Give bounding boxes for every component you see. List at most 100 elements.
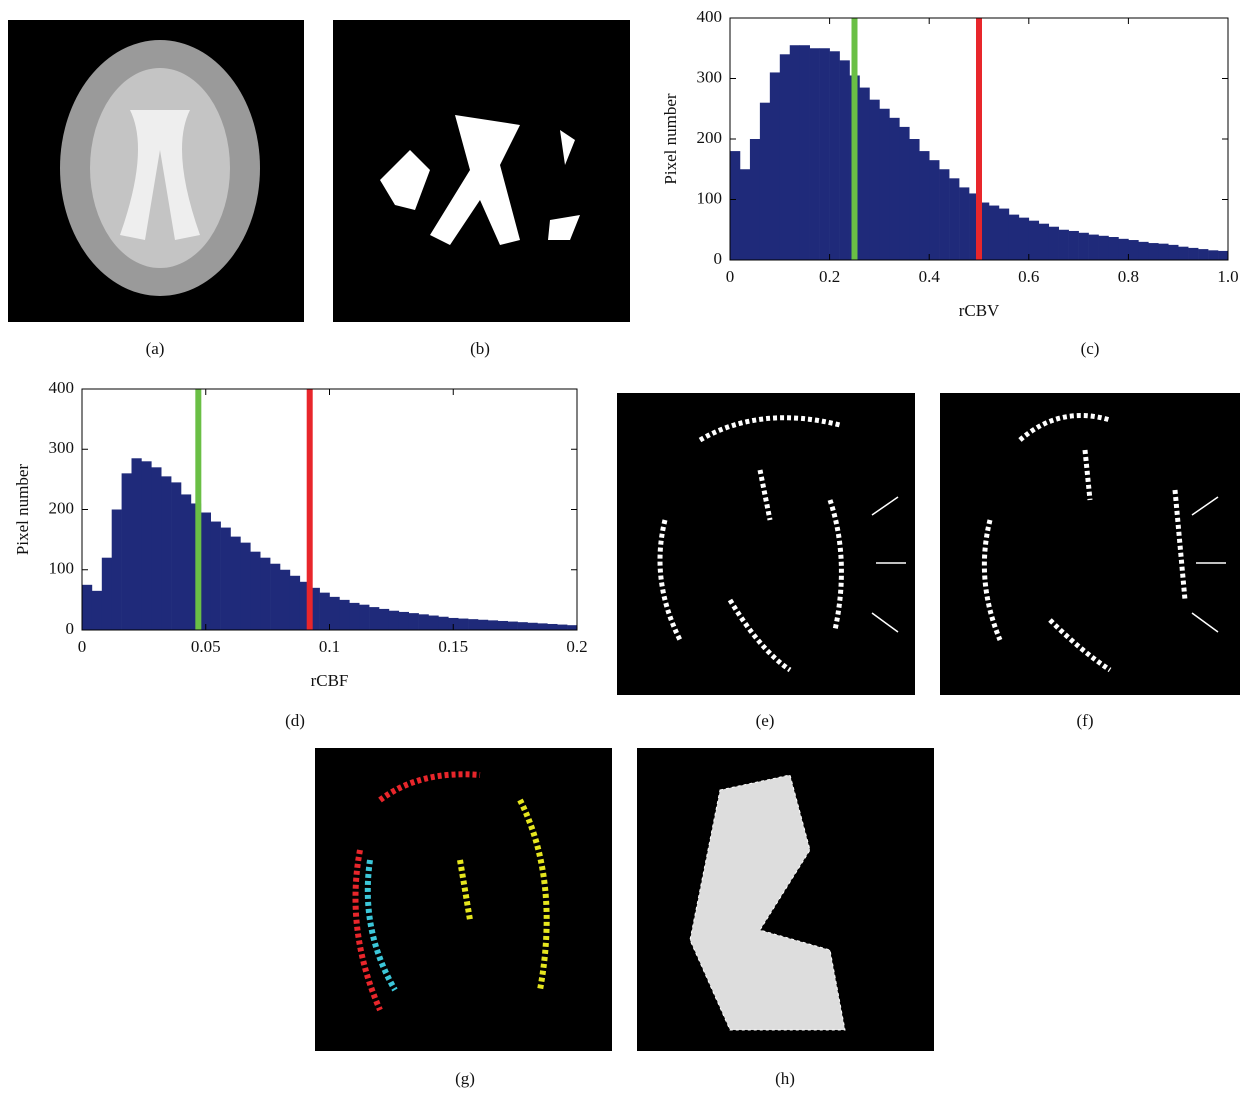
bar [1048,226,1059,260]
brain-inner [90,68,230,268]
x-tick-label: 1.0 [1217,267,1238,286]
bar [1088,234,1099,260]
bar [1008,214,1020,260]
bar [819,48,830,260]
y-axis-label: Pixel number [13,464,32,555]
bar [151,467,162,630]
bar [749,139,761,260]
bar [181,494,192,630]
y-tick-label: 300 [49,438,75,457]
bar [919,151,930,260]
x-axis-label: rCBV [959,301,1000,320]
bar [339,599,350,630]
x-tick-label: 0.1 [319,637,340,656]
bar [448,617,459,630]
bar [859,87,870,260]
lesion-mask [689,774,846,1031]
bar [487,620,499,630]
bar [171,482,182,630]
bar [289,575,301,630]
panel-label: (f) [1077,711,1094,730]
bar [929,160,940,260]
bar [869,99,880,260]
bar [329,596,340,630]
bar [537,623,548,630]
bar [1118,238,1129,260]
bar [1188,247,1199,260]
bar [398,611,409,630]
mask-blobs [380,130,580,240]
y-tick-label: 100 [49,559,75,578]
x-tick-label: 0.2 [819,267,840,286]
bar [739,169,751,260]
bar [1028,220,1040,260]
bar [82,584,93,630]
bar [270,563,281,630]
bar [527,622,538,630]
bar [979,202,990,260]
ventricles [120,110,200,240]
bar [1178,246,1189,260]
bar [949,178,960,260]
bar [557,624,568,630]
bar [101,557,112,630]
bar [200,512,211,630]
y-tick-label: 200 [697,128,723,147]
x-tick-label: 0.05 [191,637,221,656]
bar [428,615,439,630]
bar [388,610,400,630]
y-tick-label: 400 [49,378,75,397]
bar [1138,241,1149,260]
bar [408,613,419,630]
bar [260,557,271,630]
bar [839,60,850,260]
panel-label: (e) [756,711,775,730]
bar [349,602,360,630]
x-tick-label: 0.2 [566,637,587,656]
bar [141,461,152,630]
y-tick-label: 300 [697,67,723,86]
bar [131,458,142,630]
bar [497,620,508,630]
bar [1038,223,1050,260]
image-f [940,393,1240,695]
bar [379,608,390,630]
bar [1058,229,1069,260]
bar [939,169,950,260]
panel-label: (d) [285,711,305,730]
bar [730,151,741,260]
bar [1018,217,1030,260]
vessels-e [657,415,844,673]
bar [438,616,449,630]
bar [1148,243,1159,260]
bar [369,607,380,630]
bar [478,619,489,630]
bar [230,536,241,630]
bar [299,581,310,630]
bar [1158,243,1169,260]
bar [759,102,771,260]
bar [319,592,330,630]
bar [250,551,261,630]
y-tick-label: 100 [697,188,723,207]
bar [280,569,291,630]
bar [789,45,801,260]
bar [909,139,920,260]
bar [1078,232,1089,260]
bar [240,542,251,630]
bar [799,45,810,260]
bar [309,587,320,630]
image-g [315,748,612,1051]
bar [458,618,469,630]
bar [121,473,132,630]
x-tick-label: 0 [78,637,87,656]
bar [359,604,370,630]
bar [829,51,840,261]
y-tick-label: 0 [714,249,723,268]
bar [889,117,900,260]
y-tick-label: 400 [697,7,723,26]
bar [111,509,122,630]
bar [1198,249,1209,260]
